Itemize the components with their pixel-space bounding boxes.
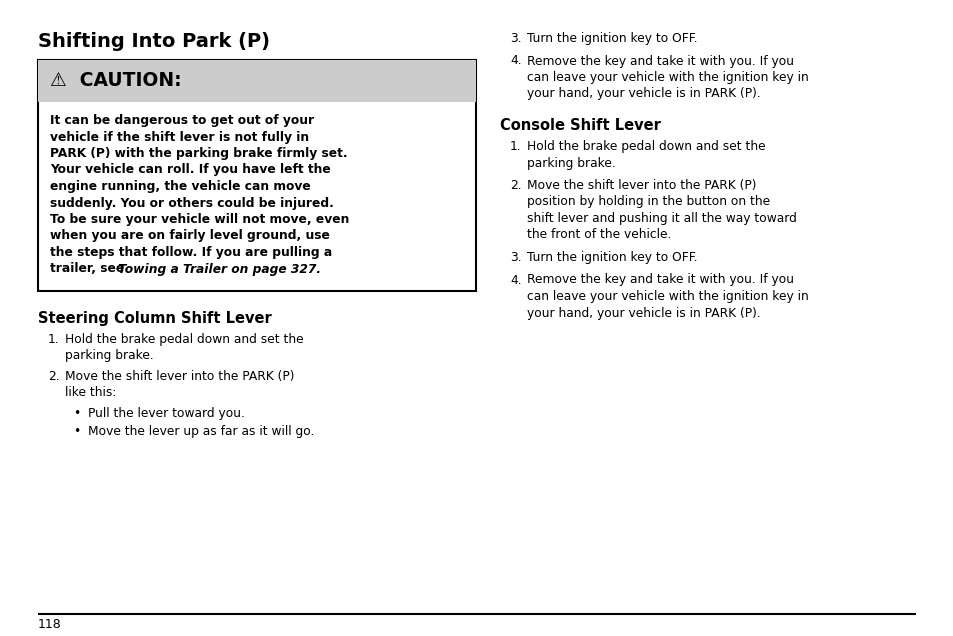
Text: 1.: 1.: [48, 333, 59, 346]
Text: 2.: 2.: [510, 179, 521, 192]
Text: can leave your vehicle with the ignition key in: can leave your vehicle with the ignition…: [526, 290, 808, 303]
Text: parking brake.: parking brake.: [526, 156, 615, 170]
Bar: [38, 60, 476, 291]
Text: To be sure your vehicle will not move, even: To be sure your vehicle will not move, e…: [50, 213, 349, 226]
Text: Pull the lever toward you.: Pull the lever toward you.: [88, 407, 245, 420]
Text: 2.: 2.: [48, 370, 59, 383]
Text: Your vehicle can roll. If you have left the: Your vehicle can roll. If you have left …: [50, 163, 331, 177]
Text: 3.: 3.: [510, 32, 521, 45]
Text: suddenly. You or others could be injured.: suddenly. You or others could be injured…: [50, 197, 334, 209]
Bar: [38, 60, 476, 102]
Text: Towing a Trailer on page 327.: Towing a Trailer on page 327.: [118, 263, 320, 275]
Text: Hold the brake pedal down and set the: Hold the brake pedal down and set the: [526, 140, 765, 153]
Text: 4.: 4.: [510, 55, 521, 67]
Text: Console Shift Lever: Console Shift Lever: [499, 118, 660, 133]
Text: Steering Column Shift Lever: Steering Column Shift Lever: [38, 311, 272, 326]
Text: Move the shift lever into the PARK (P): Move the shift lever into the PARK (P): [65, 370, 294, 383]
Text: Turn the ignition key to OFF.: Turn the ignition key to OFF.: [526, 32, 697, 45]
Text: parking brake.: parking brake.: [65, 350, 153, 363]
Text: Turn the ignition key to OFF.: Turn the ignition key to OFF.: [526, 251, 697, 264]
Text: your hand, your vehicle is in PARK (P).: your hand, your vehicle is in PARK (P).: [526, 307, 760, 319]
Text: 3.: 3.: [510, 251, 521, 264]
Text: •: •: [73, 407, 80, 420]
Text: •: •: [73, 425, 80, 438]
Text: PARK (P) with the parking brake firmly set.: PARK (P) with the parking brake firmly s…: [50, 147, 347, 160]
Text: your hand, your vehicle is in PARK (P).: your hand, your vehicle is in PARK (P).: [526, 88, 760, 100]
Text: like this:: like this:: [65, 387, 116, 399]
Text: trailer, see: trailer, see: [50, 263, 129, 275]
Text: It can be dangerous to get out of your: It can be dangerous to get out of your: [50, 114, 314, 127]
Text: 118: 118: [38, 618, 62, 631]
Text: 1.: 1.: [510, 140, 521, 153]
Text: Shifting Into Park (P): Shifting Into Park (P): [38, 32, 270, 51]
Text: Hold the brake pedal down and set the: Hold the brake pedal down and set the: [65, 333, 303, 346]
Text: vehicle if the shift lever is not fully in: vehicle if the shift lever is not fully …: [50, 130, 309, 144]
Text: Move the shift lever into the PARK (P): Move the shift lever into the PARK (P): [526, 179, 756, 192]
Text: can leave your vehicle with the ignition key in: can leave your vehicle with the ignition…: [526, 71, 808, 84]
Text: Remove the key and take it with you. If you: Remove the key and take it with you. If …: [526, 273, 793, 286]
Text: the steps that follow. If you are pulling a: the steps that follow. If you are pullin…: [50, 246, 332, 259]
Text: ⚠  CAUTION:: ⚠ CAUTION:: [50, 71, 181, 90]
Text: Move the lever up as far as it will go.: Move the lever up as far as it will go.: [88, 425, 314, 438]
Text: shift lever and pushing it all the way toward: shift lever and pushing it all the way t…: [526, 212, 796, 225]
Text: the front of the vehicle.: the front of the vehicle.: [526, 228, 671, 242]
Text: when you are on fairly level ground, use: when you are on fairly level ground, use: [50, 230, 330, 242]
Text: 4.: 4.: [510, 273, 521, 286]
Text: Remove the key and take it with you. If you: Remove the key and take it with you. If …: [526, 55, 793, 67]
Text: position by holding in the button on the: position by holding in the button on the: [526, 195, 769, 209]
Text: engine running, the vehicle can move: engine running, the vehicle can move: [50, 180, 311, 193]
